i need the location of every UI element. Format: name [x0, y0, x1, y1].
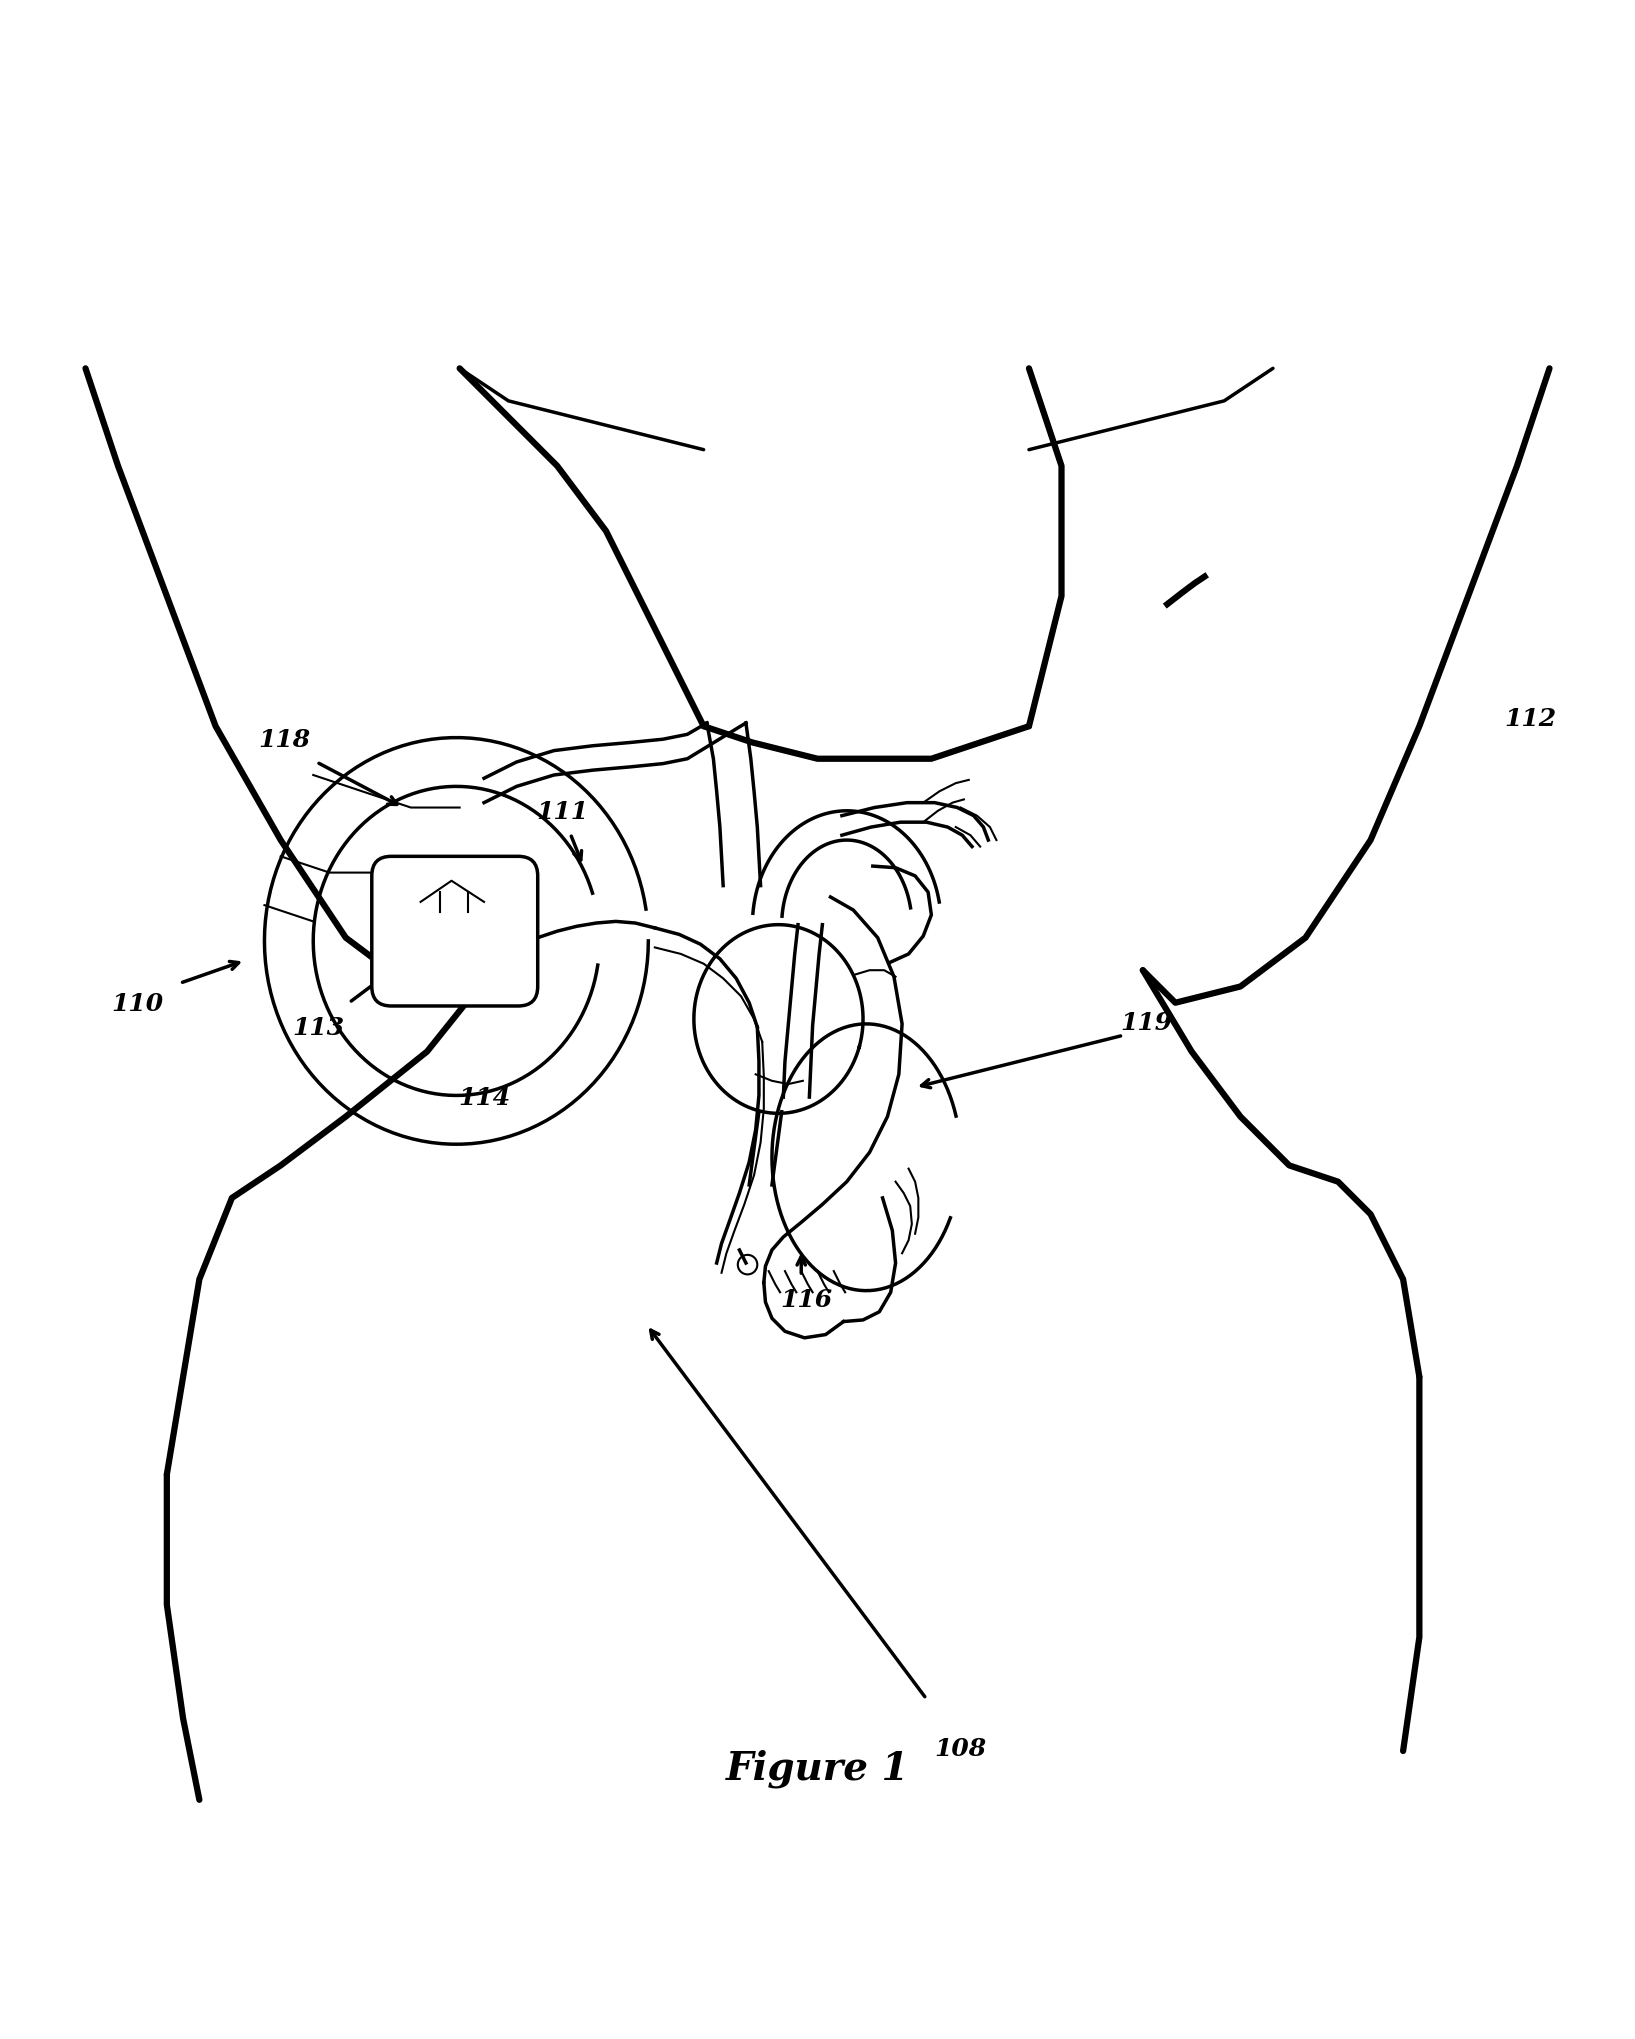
Text: 108: 108 [935, 1735, 986, 1760]
Text: 116: 116 [780, 1287, 832, 1311]
Text: 112: 112 [1504, 708, 1557, 730]
Text: 111: 111 [536, 799, 589, 824]
Text: 110: 110 [111, 991, 164, 1015]
Text: 118: 118 [258, 728, 311, 752]
FancyBboxPatch shape [371, 856, 538, 1007]
Text: 114: 114 [458, 1085, 510, 1109]
Text: Figure 1: Figure 1 [726, 1747, 909, 1786]
Text: 119: 119 [1120, 1011, 1172, 1034]
Text: 113: 113 [293, 1015, 345, 1040]
